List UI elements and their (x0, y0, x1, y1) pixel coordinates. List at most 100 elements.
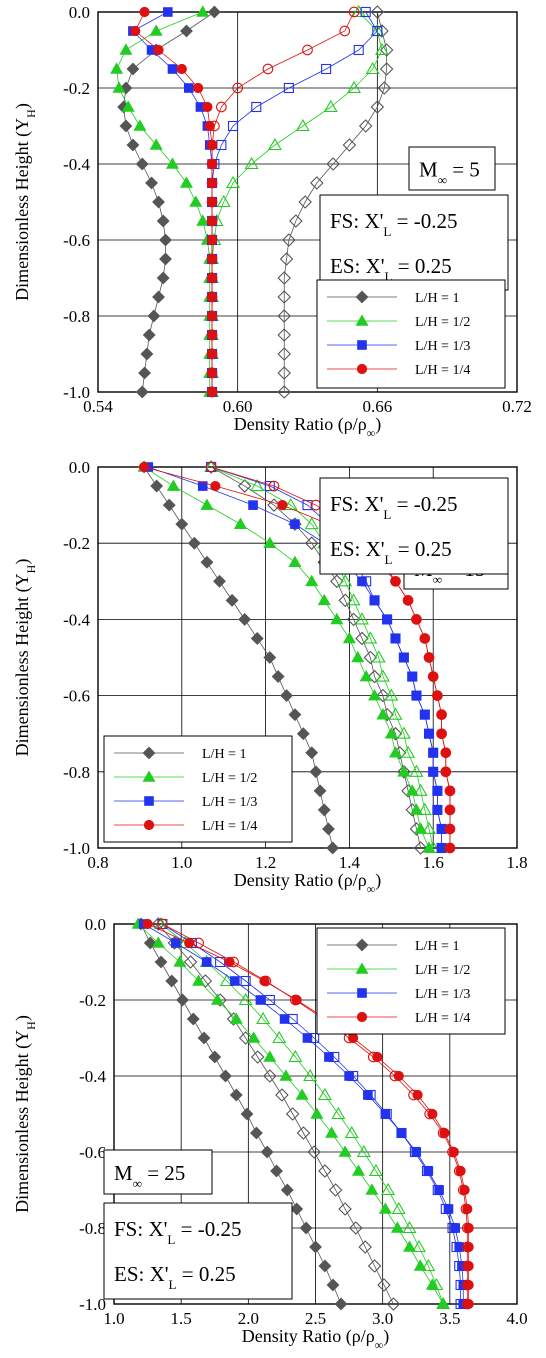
data-point (237, 479, 252, 493)
data-point (409, 764, 424, 777)
data-point (338, 1202, 352, 1216)
data-point (130, 25, 141, 37)
data-point (216, 194, 231, 208)
chart-panel-2: 0.8 1.0 1.2 1.4 1.6 1.8 0.0 -0.2 -0.4 -0.6 -0.8 -1.… (12, 458, 528, 896)
data-point (152, 195, 165, 209)
x-tick-label: 4.0 (506, 1309, 527, 1328)
data-point (159, 252, 172, 266)
data-point (381, 1108, 392, 1120)
data-point (323, 99, 338, 113)
data-point (200, 498, 214, 510)
data-point (321, 63, 332, 75)
data-point (249, 1126, 263, 1140)
data-point (390, 1221, 404, 1233)
data-point (402, 1220, 417, 1234)
data-point (443, 1204, 454, 1214)
data-point (328, 1183, 343, 1197)
data-point (326, 1278, 340, 1292)
data-point (363, 650, 378, 665)
data-point (167, 64, 178, 74)
data-point (260, 975, 272, 987)
data-point (279, 1014, 290, 1024)
data-point (421, 1165, 433, 1177)
legend-label: L/H = 1/3 (415, 339, 470, 354)
data-point (290, 1202, 304, 1216)
data-point (271, 670, 285, 683)
data-point (251, 101, 262, 113)
data-point (283, 82, 294, 94)
data-point (270, 1164, 283, 1178)
data-point (162, 498, 176, 512)
y-tick-label: -0.8 (63, 763, 90, 782)
data-point (176, 993, 189, 1007)
data-point (112, 81, 126, 93)
data-point (440, 1203, 451, 1215)
data-point (396, 726, 411, 739)
data-point (339, 25, 351, 37)
data-point (186, 1012, 200, 1026)
data-point (305, 574, 319, 587)
legend-label: L/H = 1 (415, 291, 459, 306)
data-point (346, 593, 361, 606)
data-point (279, 252, 294, 266)
data-point (444, 842, 456, 854)
data-point (197, 481, 208, 491)
data-point (238, 992, 253, 1006)
data-point (414, 822, 428, 834)
series-line (211, 11, 355, 392)
data-point (334, 1297, 348, 1311)
data-point (317, 593, 331, 606)
data-point (461, 1279, 473, 1291)
data-point (192, 82, 204, 94)
y-tick-label: 0.0 (69, 458, 90, 477)
data-point (436, 709, 447, 721)
data-point (250, 1050, 265, 1064)
legend-box (316, 279, 506, 389)
data-point (206, 272, 218, 284)
data-point (206, 386, 218, 398)
data-point (183, 83, 194, 93)
data-point (151, 917, 166, 931)
data-point (206, 234, 218, 246)
data-point (417, 802, 432, 815)
data-point (226, 175, 240, 189)
data-series-group (137, 459, 456, 855)
data-point (349, 1221, 363, 1235)
data-point (302, 44, 313, 56)
data-point (138, 461, 150, 473)
data-point (371, 650, 386, 663)
data-point (358, 119, 373, 133)
y-tick-label: -1.0 (63, 839, 90, 858)
y-tick-label: -0.8 (79, 1219, 106, 1238)
data-point (348, 1070, 359, 1082)
data-point (230, 976, 240, 986)
data-point (318, 1164, 332, 1178)
data-point (277, 271, 292, 285)
x-tick-label: 2.5 (305, 1309, 326, 1328)
data-point (275, 1088, 289, 1102)
data-point (197, 1031, 211, 1045)
data-point (401, 745, 416, 758)
data-point (413, 841, 428, 855)
data-point (403, 1240, 417, 1252)
data-point (372, 1051, 383, 1063)
x-tick-label: 1.0 (171, 853, 192, 872)
data-point (440, 766, 452, 778)
data-point (447, 1146, 458, 1158)
data-point (295, 1088, 309, 1100)
chart-panel-1: 0.54 0.60 0.66 0.72 0.0 -0.2 -0.4 -0.6 -0.8 -1.0 D… (12, 3, 532, 440)
y-axis-label: Dimensionless Height (YH) (12, 103, 38, 301)
data-point (393, 1070, 404, 1082)
data-point (302, 500, 313, 511)
data-point (173, 955, 187, 967)
data-point (450, 1223, 461, 1233)
data-point (409, 803, 423, 815)
data-point (365, 61, 380, 75)
data-point (152, 290, 165, 304)
y-tick-label: -1.0 (63, 383, 90, 402)
data-point (200, 555, 214, 569)
data-point (206, 158, 218, 170)
data-point (149, 24, 163, 36)
data-point (175, 517, 189, 531)
data-point (376, 688, 390, 703)
